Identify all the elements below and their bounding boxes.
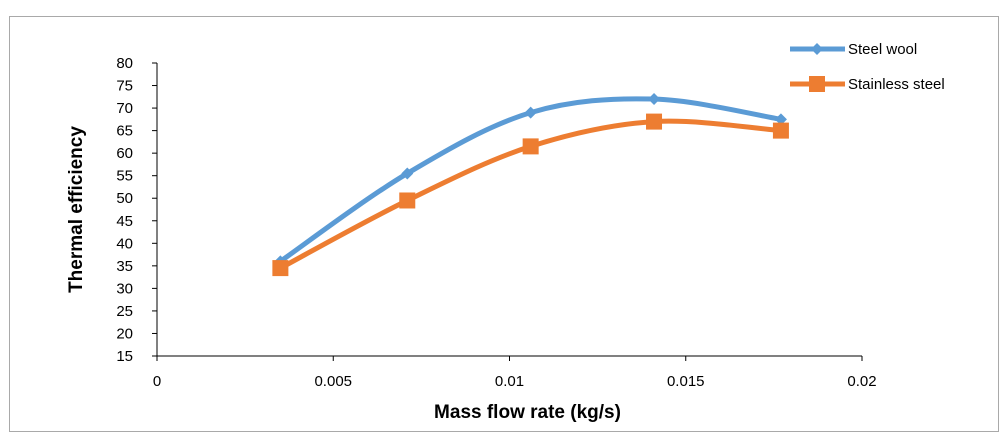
y-tick-label: 60 — [116, 145, 133, 162]
x-tick-label: 0 — [153, 373, 161, 390]
x-tick-label: 0.02 — [847, 373, 876, 390]
y-tick-label: 35 — [116, 258, 133, 275]
data-point-marker — [272, 260, 289, 277]
legend: Steel wool Stainless steel — [790, 41, 945, 93]
legend-marker — [809, 76, 825, 92]
y-tick-label: 25 — [116, 303, 133, 320]
y-tick-label: 20 — [116, 325, 133, 342]
data-point-marker — [772, 122, 789, 139]
legend-item: Steel wool — [790, 41, 917, 58]
data-point-marker — [774, 113, 787, 126]
data-point-marker — [524, 106, 537, 119]
series-steel-wool — [274, 93, 787, 268]
data-point-marker — [522, 138, 539, 155]
y-tick-label: 55 — [116, 168, 133, 185]
axes — [156, 63, 862, 357]
data-point-marker — [401, 167, 414, 180]
y-tick-label: 15 — [116, 348, 133, 365]
y-tick-label: 50 — [116, 190, 133, 207]
y-tick-label: 40 — [116, 235, 133, 252]
series-stainless-steel — [272, 113, 789, 277]
y-axis-label: Thermal efficiency — [66, 126, 87, 293]
data-point-marker — [648, 93, 661, 106]
legend-marker — [811, 43, 823, 55]
series-layer — [272, 93, 789, 277]
legend-label: Stainless steel — [848, 76, 945, 93]
x-tick-label: 0.01 — [495, 373, 524, 390]
y-tick-label: 30 — [116, 280, 133, 297]
y-tick-label: 80 — [116, 55, 133, 72]
x-tick-label: 0.015 — [667, 373, 705, 390]
legend-label: Steel wool — [848, 41, 917, 58]
y-tick-labels: 15 20 25 30 35 40 45 50 55 60 65 70 75 80 — [116, 55, 157, 365]
y-tick-label: 65 — [116, 123, 133, 140]
data-point-marker — [399, 192, 416, 209]
x-tick-labels: 0 0.005 0.01 0.015 0.02 — [153, 356, 877, 390]
data-point-marker — [646, 113, 663, 130]
x-axis-label: Mass flow rate (kg/s) — [434, 402, 621, 423]
x-tick-label: 0.005 — [314, 373, 352, 390]
y-tick-label: 75 — [116, 78, 133, 95]
legend-item: Stainless steel — [790, 76, 945, 93]
y-tick-label: 45 — [116, 213, 133, 230]
y-tick-label: 70 — [116, 100, 133, 117]
